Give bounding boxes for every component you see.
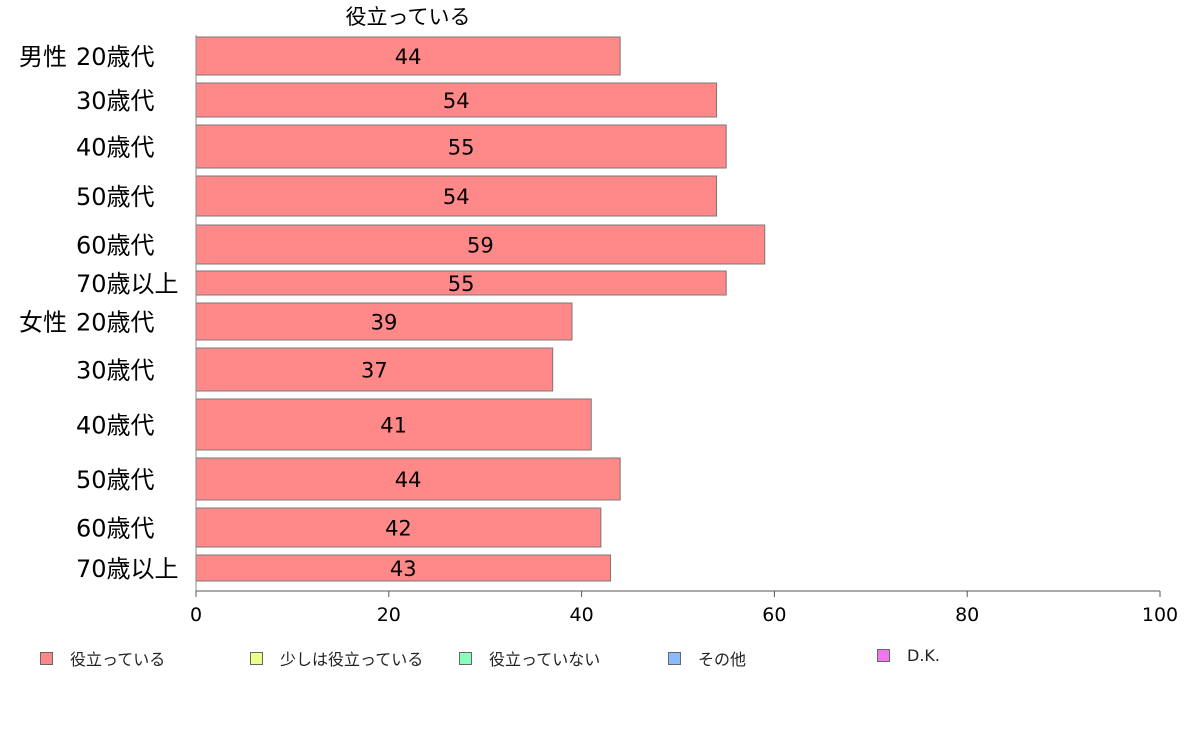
legend-label: 少しは役立っている bbox=[280, 650, 424, 669]
category-label: 20歳代 bbox=[76, 309, 155, 337]
category-label: 60歳代 bbox=[76, 232, 155, 260]
legend-swatch bbox=[877, 649, 890, 662]
legend-label: その他 bbox=[698, 650, 747, 669]
bar bbox=[195, 124, 727, 169]
legend-item: D.K. bbox=[877, 646, 940, 665]
bar bbox=[195, 224, 766, 265]
legend-item: 役立っている bbox=[40, 646, 165, 670]
bar-value-label: 39 bbox=[371, 311, 398, 335]
legend-item: 少しは役立っている bbox=[250, 646, 423, 670]
category-label: 40歳代 bbox=[76, 412, 155, 440]
bar bbox=[195, 175, 718, 217]
x-tick-label: 100 bbox=[1142, 604, 1178, 626]
legend-item: その他 bbox=[668, 646, 746, 670]
bar bbox=[195, 82, 718, 118]
legend-swatch bbox=[250, 651, 263, 665]
bar-value-label: 55 bbox=[448, 136, 475, 160]
bar-chart: 役立っている 44 54 55 54 59 55 39 37 41 44 42 43 男性 20歳代 30… bbox=[19, 5, 1178, 626]
bar-value-label: 42 bbox=[385, 517, 412, 541]
x-tick-label: 60 bbox=[762, 604, 786, 626]
x-tick-label: 80 bbox=[955, 604, 979, 626]
x-tick-label: 20 bbox=[377, 604, 401, 626]
group-label: 女性 bbox=[19, 309, 67, 337]
legend-swatch bbox=[668, 651, 681, 665]
bar-value-label: 43 bbox=[390, 557, 417, 581]
legend-swatch bbox=[40, 651, 53, 665]
x-axis: 0 20 40 60 80 100 bbox=[190, 35, 1178, 626]
bar bbox=[195, 302, 573, 341]
category-label: 60歳代 bbox=[76, 515, 155, 543]
legend-label: 役立っていない bbox=[489, 650, 601, 669]
bar-value-label: 54 bbox=[443, 89, 470, 113]
x-tick-label: 40 bbox=[570, 604, 594, 626]
category-label: 30歳代 bbox=[76, 357, 155, 385]
bar bbox=[195, 457, 621, 501]
category-label: 30歳代 bbox=[76, 87, 155, 115]
bar-value-label: 41 bbox=[380, 414, 407, 438]
legend-label: 役立っている bbox=[70, 650, 166, 669]
category-label: 50歳代 bbox=[76, 466, 155, 494]
bar-value-label: 44 bbox=[395, 45, 422, 69]
bar-value-label: 54 bbox=[443, 185, 470, 209]
bar-value-label: 44 bbox=[395, 468, 422, 492]
chart-title: 役立っている bbox=[346, 5, 471, 29]
legend: 役立っている 少しは役立っている 役立っていない その他 D.K. bbox=[0, 640, 1188, 670]
category-label: 40歳代 bbox=[76, 134, 155, 162]
legend-label: D.K. bbox=[907, 646, 940, 665]
category-label: 20歳代 bbox=[76, 43, 155, 71]
bar bbox=[195, 507, 602, 548]
legend-item: 役立っていない bbox=[459, 646, 600, 670]
legend-swatch bbox=[459, 651, 472, 665]
bar bbox=[195, 554, 612, 582]
bar bbox=[195, 36, 621, 76]
bar-value-label: 37 bbox=[361, 359, 388, 383]
category-label: 70歳以上 bbox=[76, 270, 179, 298]
group-label: 男性 bbox=[19, 43, 67, 71]
category-label: 70歳以上 bbox=[76, 555, 179, 583]
bars-group: 44 54 55 54 59 55 39 37 41 44 42 43 bbox=[195, 36, 766, 582]
category-label: 50歳代 bbox=[76, 183, 155, 211]
bar-value-label: 55 bbox=[448, 272, 475, 296]
bar-value-label: 59 bbox=[467, 234, 494, 258]
x-tick-label: 0 bbox=[190, 604, 202, 626]
